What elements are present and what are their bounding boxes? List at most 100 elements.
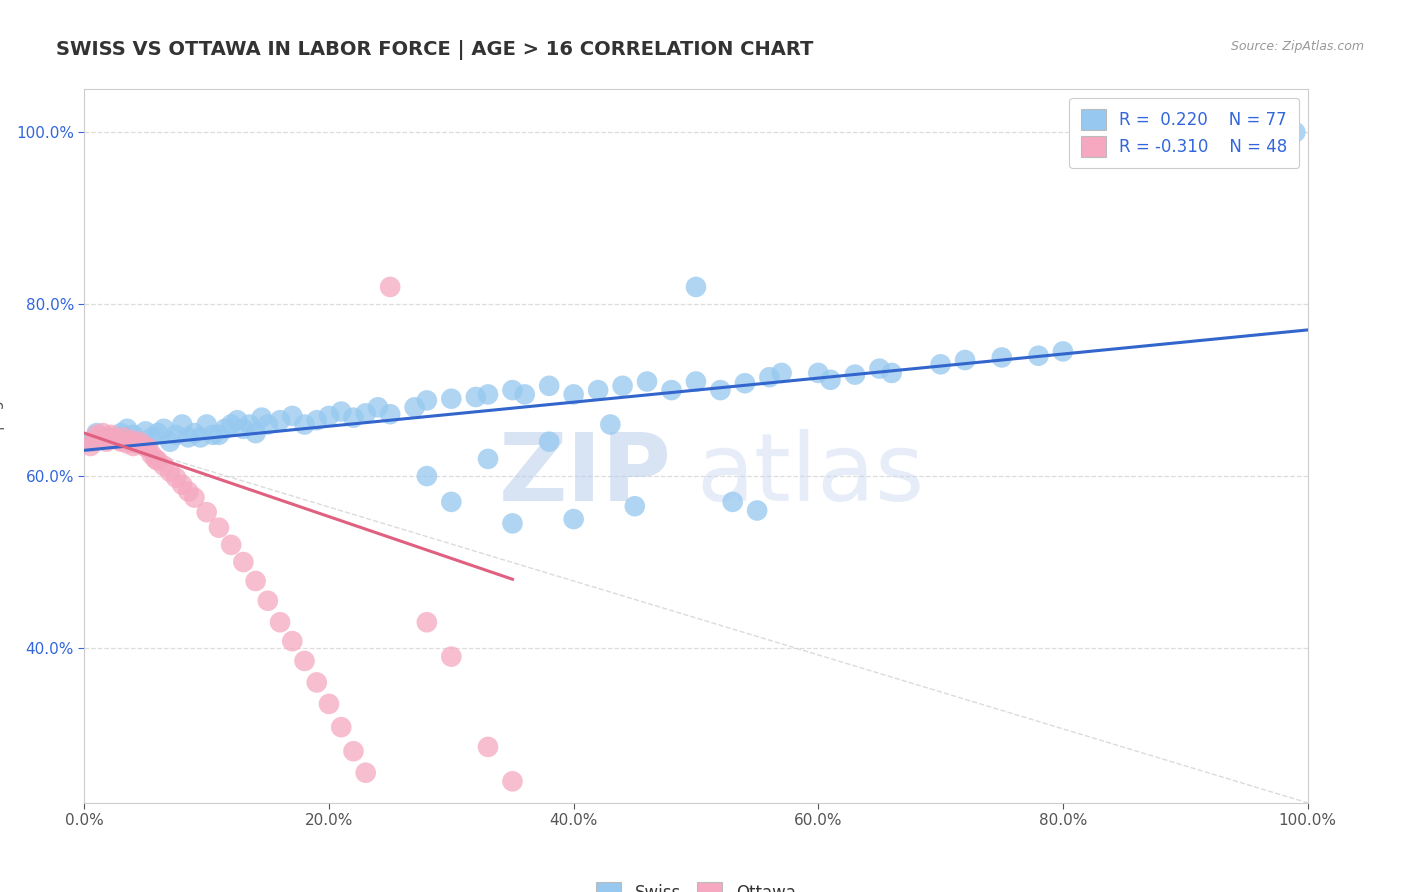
Point (294, 654, 316, 668)
Point (281, 634, 304, 648)
Point (86, 427, 108, 442)
Point (330, 720, 353, 734)
Point (141, 448, 163, 462)
Point (354, 406, 377, 420)
Point (758, 370, 780, 384)
Point (685, 375, 707, 389)
Point (257, 417, 280, 432)
Point (135, 440, 157, 454)
Point (477, 739, 499, 754)
Point (79, 434, 101, 449)
Point (104, 431, 127, 445)
Point (305, 413, 328, 427)
Point (380, 280, 402, 294)
Point (562, 387, 585, 401)
Point (1052, 344, 1074, 359)
Point (599, 417, 621, 432)
Point (404, 401, 426, 415)
Point (183, 491, 205, 505)
Point (208, 521, 231, 535)
Point (416, 615, 439, 630)
Point (281, 409, 304, 423)
Point (880, 366, 903, 380)
Point (122, 439, 145, 453)
Point (734, 376, 756, 391)
Point (79, 439, 101, 453)
Point (440, 392, 463, 406)
Point (709, 383, 731, 397)
Point (120, 433, 142, 447)
Point (190, 430, 212, 444)
Point (153, 422, 176, 436)
Point (110, 434, 132, 449)
Point (136, 441, 159, 455)
Point (416, 469, 439, 483)
Point (177, 430, 200, 444)
Point (159, 465, 181, 479)
Point (477, 387, 499, 401)
Point (125, 436, 148, 450)
Point (501, 383, 523, 397)
Point (770, 366, 793, 380)
Point (214, 422, 236, 436)
Point (146, 426, 169, 441)
Point (135, 425, 157, 439)
Point (269, 615, 291, 630)
Point (141, 430, 163, 444)
Point (661, 383, 683, 397)
Point (177, 484, 200, 499)
Point (87, 430, 110, 444)
Point (747, 503, 769, 517)
Point (477, 451, 499, 466)
Point (538, 434, 561, 449)
Point (440, 495, 463, 509)
Point (132, 438, 155, 452)
Point (501, 516, 523, 531)
Point (820, 373, 842, 387)
Point (122, 427, 145, 442)
Point (201, 427, 224, 442)
Point (165, 427, 187, 442)
Point (929, 357, 952, 371)
Point (172, 477, 194, 491)
Point (636, 375, 658, 389)
Point (143, 451, 166, 466)
Point (110, 426, 132, 441)
Point (342, 410, 364, 425)
Point (294, 417, 316, 432)
Y-axis label: In Labor Force | Age > 16: In Labor Force | Age > 16 (0, 349, 4, 543)
Point (305, 675, 328, 690)
Point (115, 436, 138, 450)
Point (869, 361, 891, 376)
Point (380, 407, 402, 421)
Point (96, 434, 118, 449)
Text: atlas: atlas (696, 428, 924, 521)
Point (232, 422, 254, 436)
Point (257, 593, 280, 607)
Point (269, 413, 291, 427)
Point (586, 383, 609, 397)
Point (232, 555, 254, 569)
Point (624, 499, 647, 513)
Point (342, 744, 364, 758)
Point (562, 512, 585, 526)
Point (91, 426, 114, 441)
Point (115, 422, 138, 436)
Point (612, 379, 634, 393)
Point (513, 387, 536, 401)
Point (318, 409, 340, 423)
Point (146, 453, 169, 467)
Point (112, 430, 135, 444)
Point (416, 393, 439, 408)
Point (354, 765, 377, 780)
Point (97, 430, 120, 444)
Point (219, 538, 242, 552)
Point (440, 649, 463, 664)
Point (195, 417, 218, 432)
Point (464, 390, 486, 404)
Point (226, 413, 249, 427)
Legend: Swiss, Ottawa: Swiss, Ottawa (589, 875, 803, 892)
Point (83, 434, 105, 449)
Point (165, 471, 187, 485)
Point (183, 426, 205, 441)
